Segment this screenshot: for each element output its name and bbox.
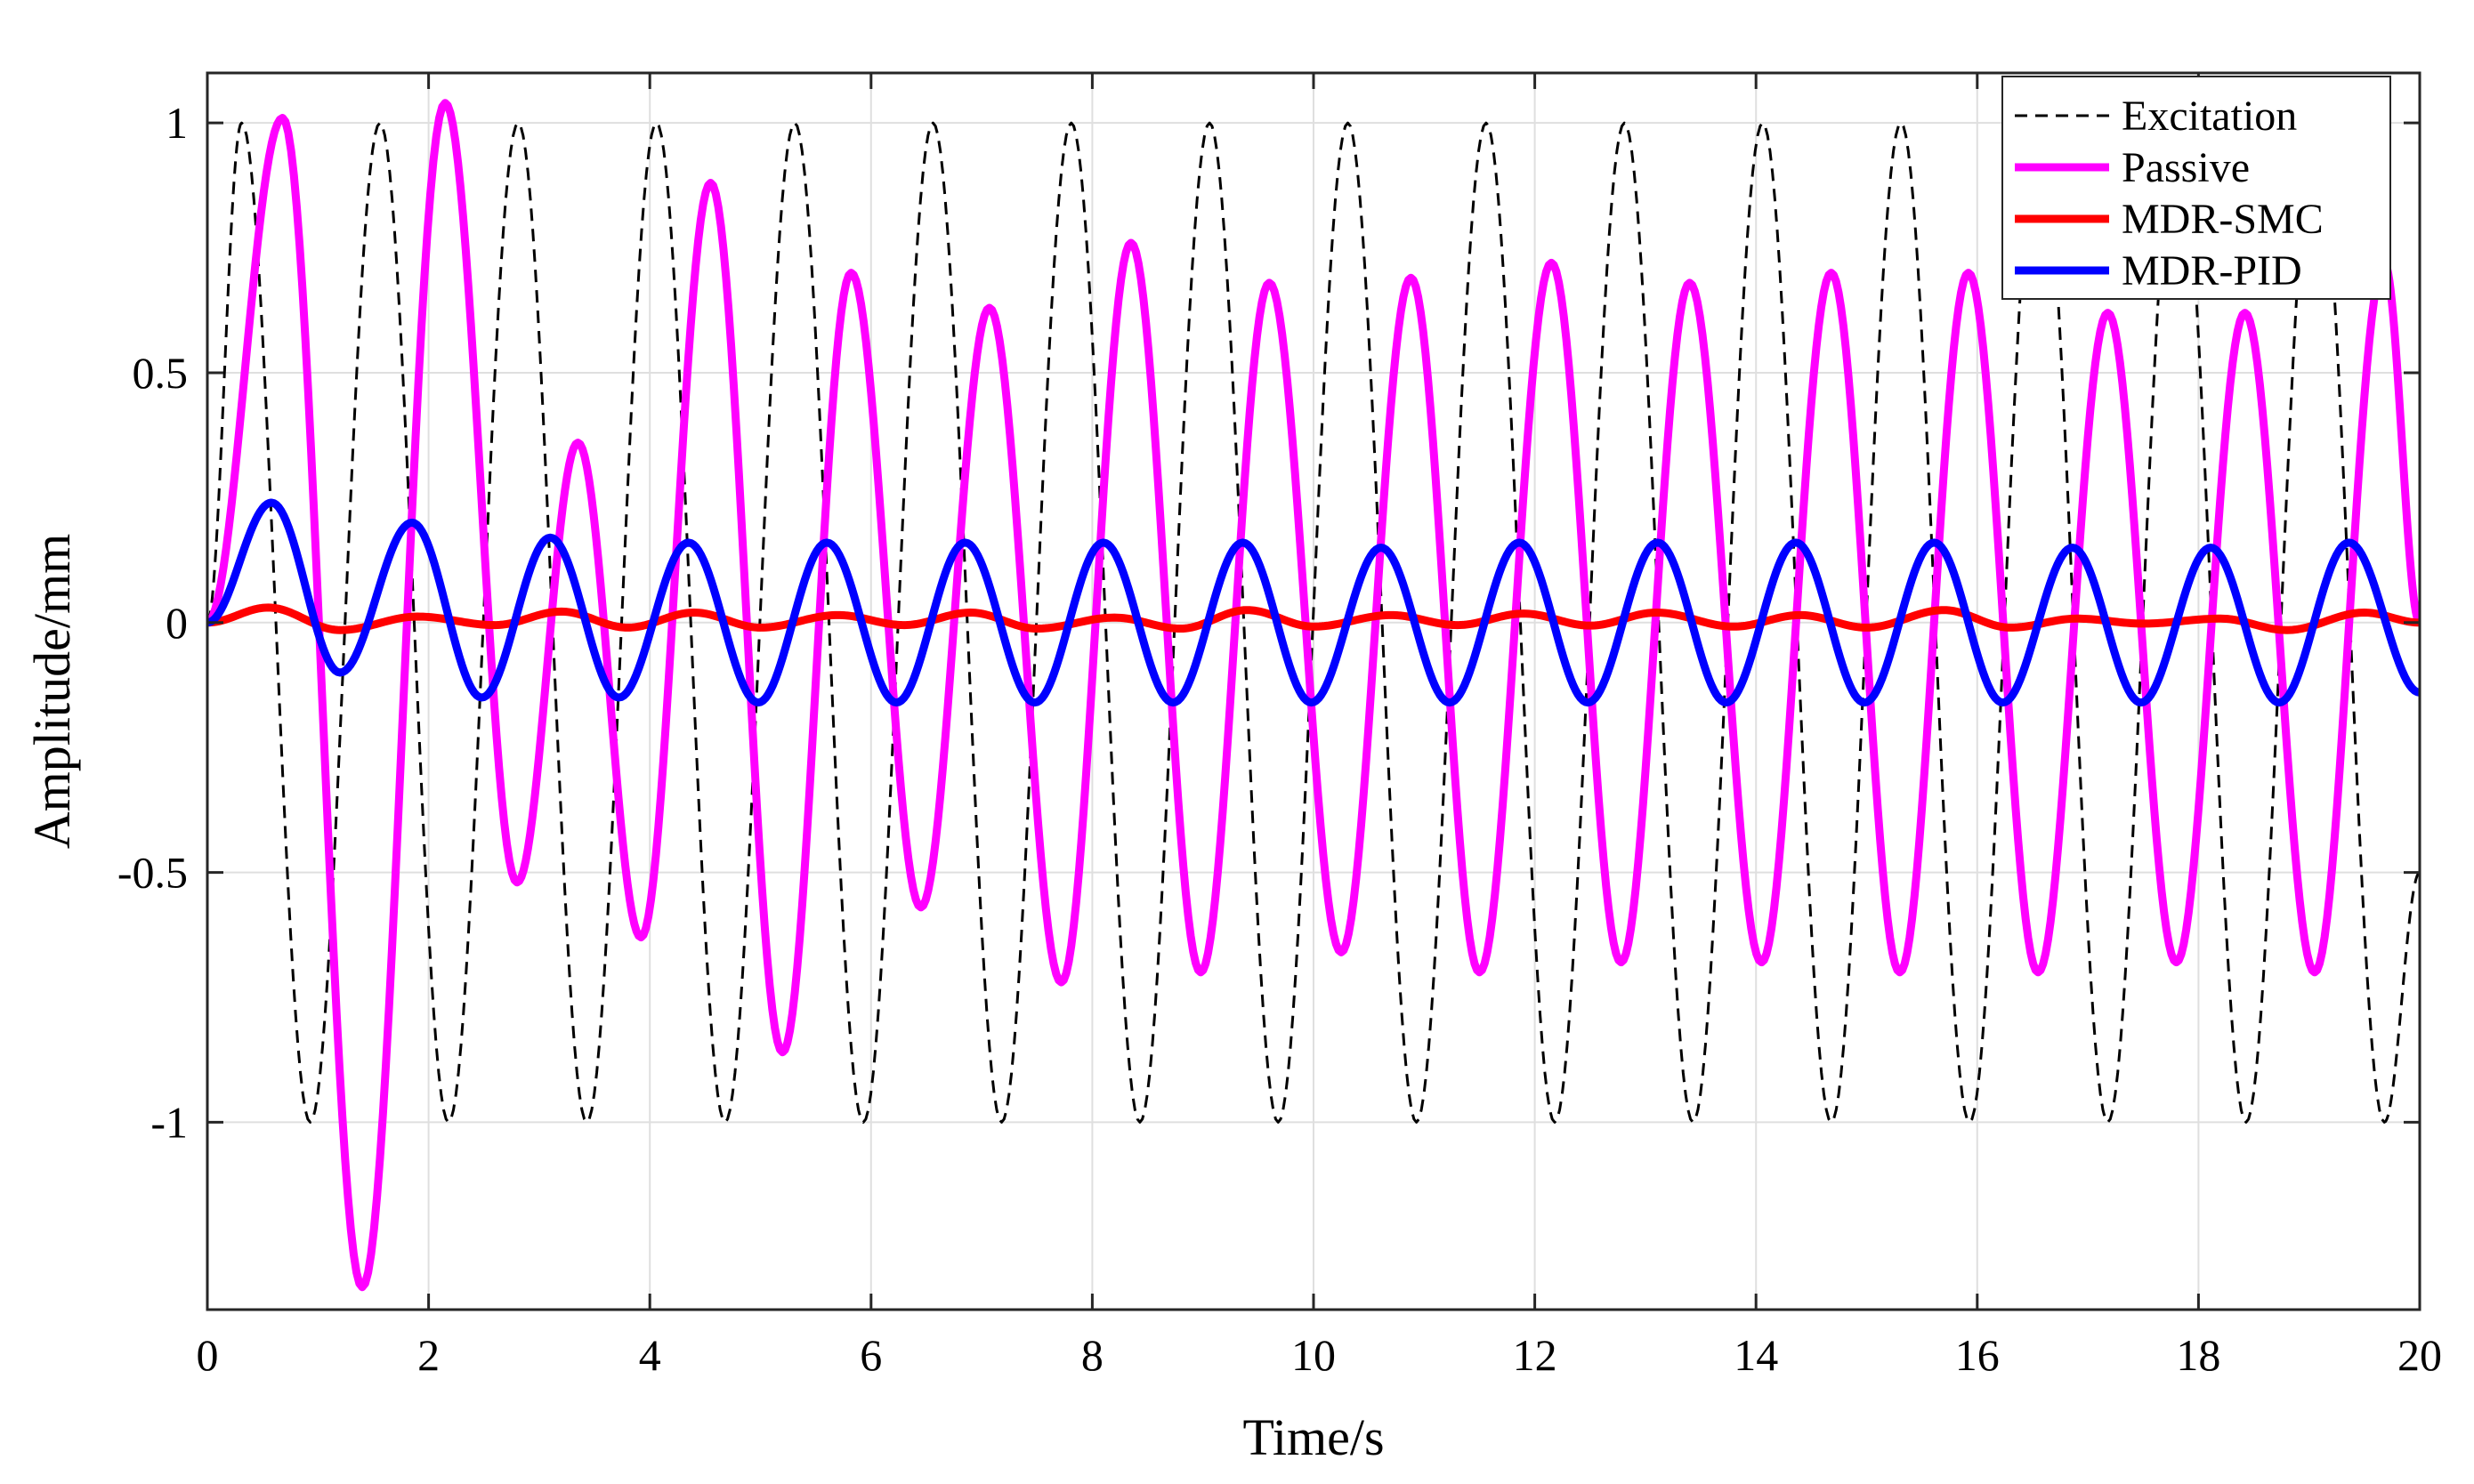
series-line-passive	[207, 99, 2420, 1292]
x-tick-label: 10	[1291, 1330, 1336, 1380]
series-layer	[207, 99, 2420, 1292]
x-tick-label: 8	[1081, 1330, 1104, 1380]
axis-ticks: 0 2 4 6 8 10 12 14 16 18 20 1 0.5 0 -0.5 -1	[117, 73, 2442, 1380]
x-tick-label: 16	[1955, 1330, 2000, 1380]
x-tick-label: 14	[1734, 1330, 1778, 1380]
x-tick-label: 6	[860, 1330, 882, 1380]
x-tick-label: 12	[1513, 1330, 1557, 1380]
x-tick-label: 20	[2397, 1330, 2442, 1380]
y-tick-label: -0.5	[117, 848, 188, 898]
x-axis-title: Time/s	[1242, 1408, 1384, 1466]
x-tick-label: 18	[2176, 1330, 2220, 1380]
x-tick-label: 4	[639, 1330, 661, 1380]
legend-label-passive: Passive	[2122, 144, 2250, 191]
y-tick-label: -1	[150, 1097, 188, 1147]
x-tick-label: 2	[417, 1330, 440, 1380]
y-tick-label: 1	[166, 98, 188, 148]
legend-label-excitation: Excitation	[2122, 93, 2297, 140]
series-line-mdr-pid	[207, 498, 2420, 707]
legend-box	[2001, 76, 2391, 300]
y-tick-label: 0	[166, 598, 188, 648]
y-axis-title: Amplitude/mm	[23, 534, 81, 849]
y-tick-label: 0.5	[133, 348, 189, 398]
legend-label-mdr-smc: MDR-SMC	[2122, 196, 2324, 243]
x-tick-label: 0	[197, 1330, 219, 1380]
legend-label-mdr-pid: MDR-PID	[2122, 247, 2302, 294]
